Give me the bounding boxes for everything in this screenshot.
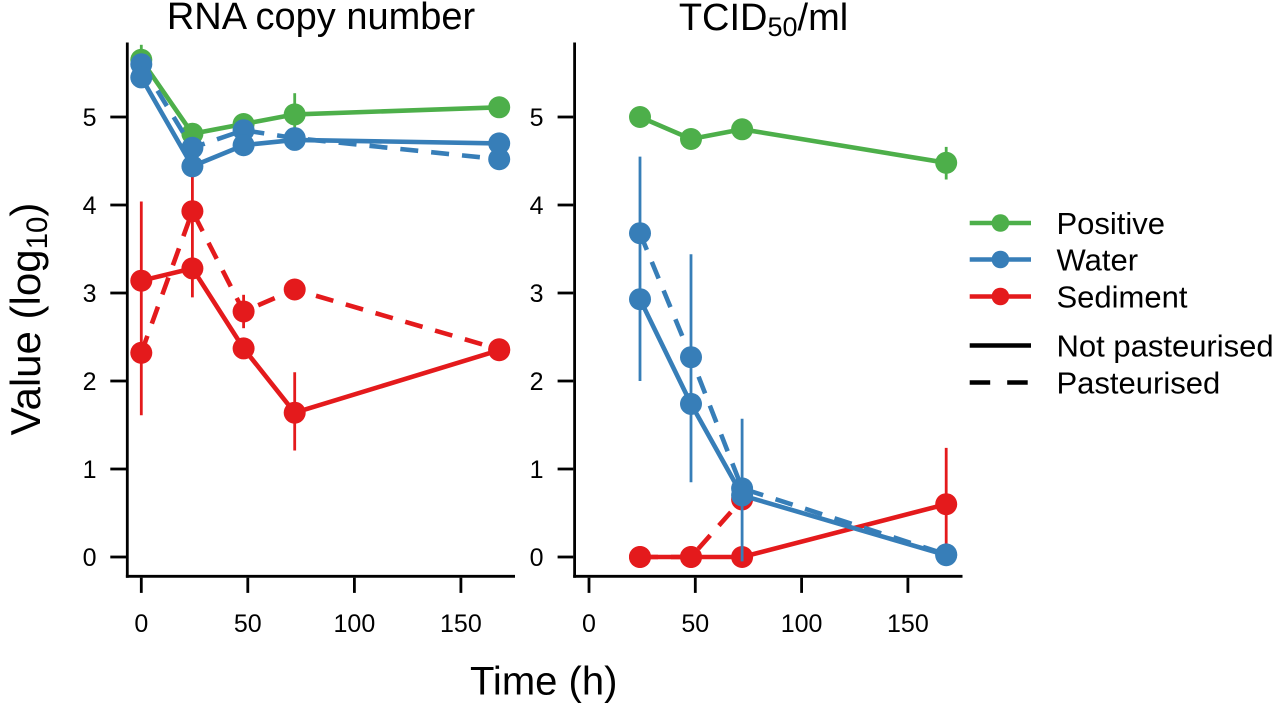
svg-text:0: 0 [134, 610, 148, 638]
svg-text:2: 2 [530, 368, 544, 396]
svg-text:3: 3 [83, 280, 97, 308]
svg-text:RNA copy number: RNA copy number [167, 0, 476, 38]
svg-text:100: 100 [334, 610, 376, 638]
svg-text:4: 4 [530, 192, 544, 220]
svg-text:Not pasteurised: Not pasteurised [1057, 329, 1274, 364]
svg-text:2: 2 [83, 368, 97, 396]
svg-text:Pasteurised: Pasteurised [1057, 366, 1221, 401]
svg-text:1: 1 [530, 456, 544, 484]
svg-text:3: 3 [530, 280, 544, 308]
svg-text:5: 5 [530, 104, 544, 132]
svg-text:Water: Water [1057, 243, 1139, 278]
svg-text:150: 150 [887, 610, 929, 638]
svg-text:1: 1 [83, 456, 97, 484]
svg-text:50: 50 [234, 610, 262, 638]
svg-text:0: 0 [582, 610, 596, 638]
svg-text:50: 50 [681, 610, 709, 638]
svg-text:Sediment: Sediment [1057, 280, 1188, 315]
svg-text:5: 5 [83, 104, 97, 132]
svg-text:4: 4 [83, 192, 97, 220]
svg-text:Positive: Positive [1057, 206, 1166, 241]
svg-text:TCID50/ml: TCID50/ml [679, 0, 848, 42]
svg-text:150: 150 [440, 610, 482, 638]
svg-text:0: 0 [83, 544, 97, 572]
svg-text:100: 100 [781, 610, 823, 638]
svg-text:0: 0 [530, 544, 544, 572]
svg-text:Time (h): Time (h) [470, 660, 617, 704]
